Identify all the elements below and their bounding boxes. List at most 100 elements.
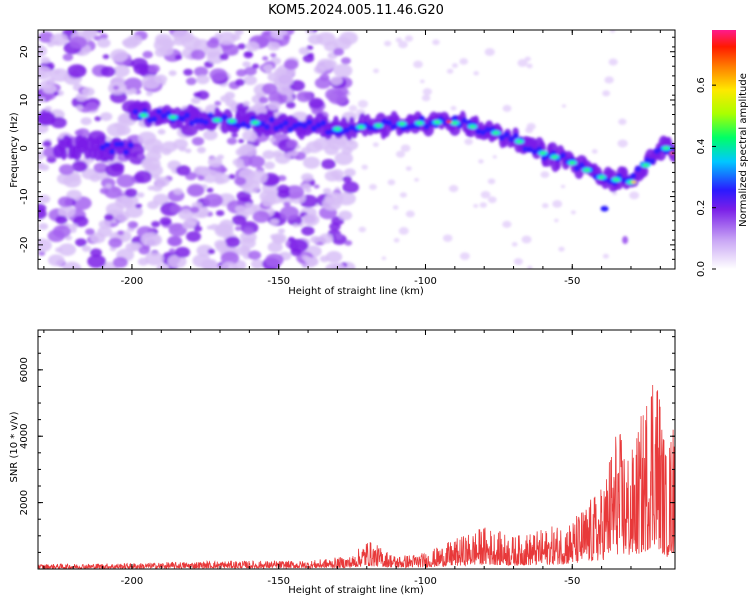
heatmap-cell: [369, 183, 377, 191]
y-tick-label: -20: [19, 237, 30, 253]
heatmap-cell: [344, 240, 353, 246]
heatmap-cell: [399, 122, 405, 126]
heatmap-cell: [330, 76, 343, 86]
heatmap-cell: [479, 202, 487, 208]
heatmap-cell: [156, 263, 170, 269]
heatmap-cell: [301, 122, 308, 129]
heatmap-cell: [113, 122, 121, 128]
heatmap-cell: [60, 147, 68, 161]
heatmap-cell: [398, 40, 408, 49]
heatmap-cell: [105, 183, 112, 189]
heatmap-cell: [258, 96, 269, 104]
heatmap-cell: [348, 105, 358, 112]
heatmap-cell: [186, 184, 205, 197]
heatmap-cell: [617, 139, 628, 148]
heatmap-x-axis-label: Height of straight line (km): [288, 286, 424, 297]
heatmap-cell: [319, 255, 330, 263]
x-tick-label: -100: [414, 276, 437, 287]
heatmap-cell: [503, 131, 510, 138]
heatmap-cell: [215, 223, 232, 235]
heatmap-cell: [75, 238, 87, 247]
heatmap-cell: [292, 223, 299, 228]
heatmap-cell: [42, 140, 52, 148]
heatmap-cell: [541, 154, 548, 161]
heatmap-cell: [473, 71, 479, 76]
colorbar-gradient: [712, 30, 736, 269]
heatmap-cell: [310, 235, 321, 244]
heatmap-cell: [570, 210, 576, 215]
snr-y-axis-label: SNR (10 * v/v): [9, 411, 20, 482]
heatmap-cell: [222, 43, 239, 56]
y-tick-label: 2000: [19, 490, 30, 515]
heatmap-cell: [39, 164, 50, 171]
heatmap-cell: [325, 263, 341, 269]
heatmap-cell: [372, 142, 379, 147]
heatmap-cell: [38, 112, 56, 126]
heatmap-cell: [155, 176, 170, 187]
heatmap-cell: [57, 196, 73, 208]
heatmap-cell: [409, 122, 416, 129]
snr-panel: -200 -150 -100 -50 2000 4000 6000 Height of s…: [9, 329, 676, 596]
heatmap-cell: [132, 108, 139, 115]
heatmap-cell: [573, 165, 580, 172]
colorbar-ticks: 0.0 0.2 0.4 0.6: [696, 77, 716, 277]
heatmap-cell: [185, 77, 197, 86]
heatmap-cell: [198, 211, 208, 218]
heatmap-cell: [243, 227, 254, 235]
heatmap-cell: [531, 148, 538, 155]
heatmap-cell: [516, 140, 523, 144]
heatmap-cell: [602, 90, 611, 97]
heatmap-cell: [99, 144, 106, 151]
heatmap-cell: [559, 152, 566, 159]
heatmap-cell: [301, 183, 312, 190]
heatmap-cell: [93, 35, 101, 41]
heatmap-cell: [38, 223, 49, 230]
heatmap-cell: [220, 251, 240, 265]
heatmap-cell: [525, 127, 534, 134]
heatmap-cell: [186, 217, 198, 226]
heatmap-cell: [240, 121, 247, 128]
heatmap-cell: [332, 115, 340, 130]
heatmap-cell: [421, 94, 431, 102]
heatmap-cell: [38, 71, 46, 77]
heatmap-cell: [329, 222, 341, 231]
heatmap-cell: [203, 129, 218, 141]
heatmap-cell: [58, 243, 77, 256]
y-tick-label: 6000: [19, 357, 30, 382]
colorbar-tick-label: 0.0: [696, 261, 707, 277]
heatmap-cell: [267, 241, 283, 253]
heatmap-cell: [38, 31, 55, 43]
heatmap-cell: [134, 170, 152, 184]
heatmap-cell: [422, 88, 433, 96]
heatmap-cell: [231, 132, 239, 138]
heatmap-cell: [554, 159, 561, 171]
heatmap-cell: [169, 248, 176, 253]
heatmap-cell: [305, 30, 314, 34]
heatmap-cell: [168, 70, 177, 76]
heatmap-cell: [591, 149, 598, 154]
heatmap-cell: [167, 254, 187, 269]
heatmap-cell: [653, 148, 660, 155]
heatmap-cell: [442, 119, 449, 126]
heatmap-cell: [193, 91, 202, 98]
heatmap-cell: [442, 234, 453, 242]
heatmap-cell: [292, 122, 299, 129]
heatmap-cell: [207, 248, 216, 255]
heatmap-cell: [273, 73, 294, 88]
heatmap-cell: [270, 218, 279, 225]
heatmap-cell: [243, 51, 254, 58]
heatmap-cell: [38, 194, 51, 204]
heatmap-cell: [279, 205, 299, 220]
heatmap-cell: [81, 245, 91, 252]
heatmap-cell: [235, 205, 246, 213]
heatmap-cell: [272, 235, 284, 244]
heatmap-cell: [618, 118, 627, 125]
heatmap-cell: [75, 105, 84, 111]
heatmap-cell: [185, 231, 202, 242]
heatmap-cell: [446, 68, 454, 74]
heatmap-cell: [184, 112, 191, 119]
heatmap-cell: [262, 198, 274, 207]
heatmap-cell: [308, 97, 324, 109]
heatmap-cell: [217, 154, 224, 160]
heatmap-cell: [116, 174, 135, 188]
